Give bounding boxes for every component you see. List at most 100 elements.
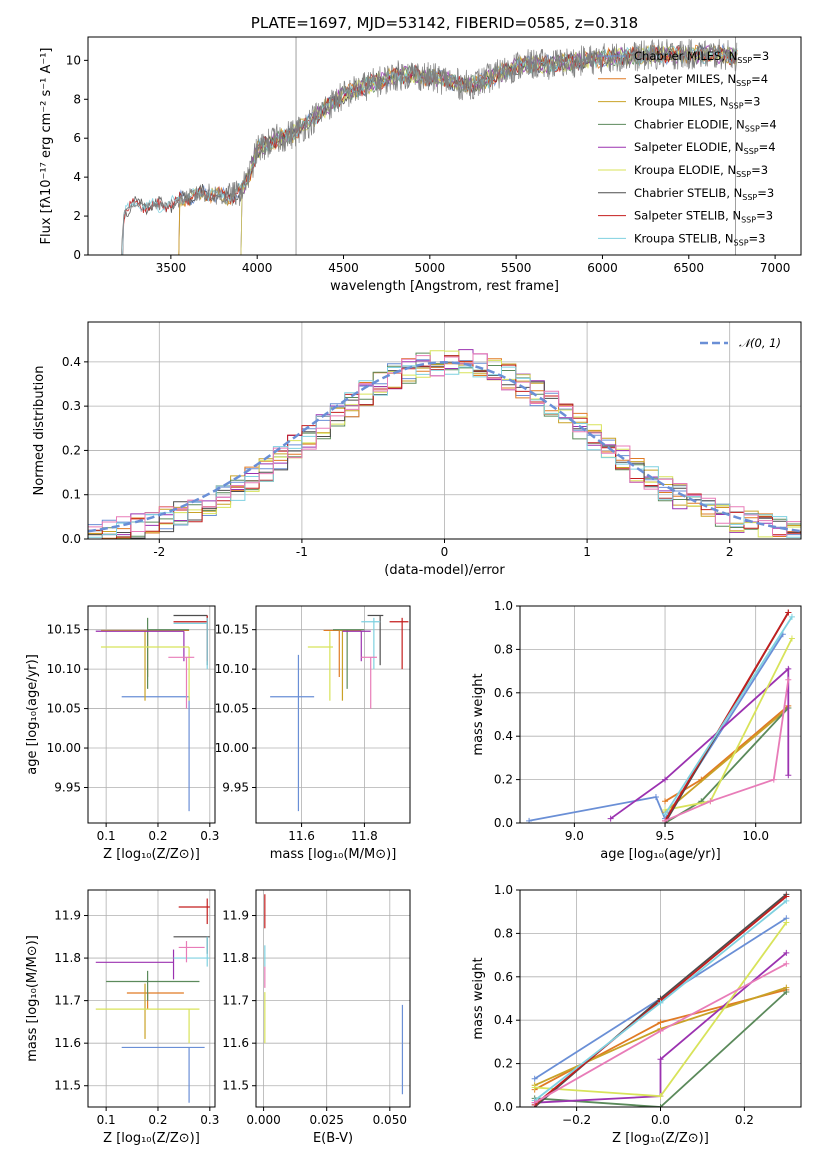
legend-label: 𝒩(0, 1) bbox=[739, 336, 781, 350]
y-tick-label: 11.5 bbox=[54, 1079, 81, 1093]
x-tick-label: −0.2 bbox=[562, 1113, 591, 1127]
y-tick-label: 0.2 bbox=[494, 773, 513, 787]
x-tick-label: 0.2 bbox=[148, 1113, 167, 1127]
series-marker bbox=[785, 609, 792, 616]
axes-frame bbox=[519, 605, 802, 824]
legend-subscript: SSP bbox=[744, 147, 759, 156]
legend-text: Chabrier ELODIE, N bbox=[634, 117, 745, 131]
y-tick-label: 0.4 bbox=[494, 729, 513, 743]
x-tick-label: 3500 bbox=[156, 261, 187, 275]
series-marker bbox=[788, 635, 795, 642]
age_vs_Z-panel: 0.1 0.2 0.3 9.95 10.00 10.05 10.10 10.15 Z [log₁… bbox=[25, 605, 219, 862]
y-tick-label: 10.15 bbox=[215, 623, 249, 637]
y-tick-label: 0.6 bbox=[494, 686, 513, 700]
legend-text: Kroupa MILES, N bbox=[634, 95, 729, 109]
legend-suffix: =4 bbox=[751, 72, 768, 86]
legend-subscript: SSP bbox=[736, 170, 751, 179]
series-marker bbox=[531, 1099, 538, 1106]
y-tick-label: 11.6 bbox=[54, 1036, 81, 1050]
series-marker bbox=[657, 1093, 664, 1100]
legend-text: Salpeter STELIB, N bbox=[634, 209, 741, 223]
y-tick-label: 11.7 bbox=[222, 994, 249, 1008]
series-marker bbox=[662, 798, 669, 805]
x-tick-label: 0.2 bbox=[148, 829, 167, 843]
series-marker bbox=[785, 676, 792, 683]
y-axis-label: age [log₁₀(age/yr)] bbox=[25, 654, 40, 775]
mass_vs_ebv-plot-area bbox=[264, 894, 404, 1095]
y-tick-label: 1.0 bbox=[494, 883, 513, 897]
axes-frame bbox=[87, 605, 216, 824]
y-tick-label: 0.2 bbox=[62, 443, 81, 457]
residuals-panel: -2 -1 0 1 2 0.0 0.1 0.2 0.3 0.4 (data-model)/error… bbox=[32, 321, 802, 578]
y-tick-label: 0.4 bbox=[62, 355, 81, 369]
x-axis-label: age [log₁₀(age/yr)] bbox=[600, 847, 721, 862]
x-tick-label: 6000 bbox=[587, 261, 618, 275]
y-tick-label: 11.8 bbox=[54, 951, 81, 965]
age_vs_mass-plot-area bbox=[270, 614, 409, 812]
series-line bbox=[610, 666, 790, 820]
legend-text: Salpeter MILES, N bbox=[634, 72, 736, 86]
legend-subscript: SSP bbox=[741, 216, 756, 225]
legend-label: Kroupa MILES, NSSP=3 bbox=[634, 95, 760, 111]
x-tick-label: 0.1 bbox=[97, 829, 116, 843]
series-marker bbox=[783, 919, 790, 926]
series-marker bbox=[707, 798, 714, 805]
x-axis-label: wavelength [Angstrom, rest frame] bbox=[330, 279, 559, 294]
legend-subscript: SSP bbox=[742, 193, 757, 202]
legend-suffix: =3 bbox=[744, 95, 761, 109]
y-tick-label: 0.4 bbox=[494, 1013, 513, 1027]
series-marker bbox=[657, 1028, 664, 1035]
mass_vs_ebv-panel: 0.000 0.025 0.050 11.5 11.6 11.7 11.8 11.9 E(B-V… bbox=[222, 889, 411, 1146]
legend-suffix: =3 bbox=[752, 49, 769, 63]
legend-subscript: SSP bbox=[729, 102, 744, 111]
series-line bbox=[664, 616, 793, 815]
x-tick-label: 0.025 bbox=[310, 1113, 344, 1127]
axes-frame bbox=[255, 889, 411, 1108]
series-marker bbox=[607, 815, 614, 822]
series-marker bbox=[785, 772, 792, 779]
y-tick-label: 1.0 bbox=[494, 599, 513, 613]
x-tick-label: 0.0 bbox=[651, 1113, 670, 1127]
y-tick-label: 11.5 bbox=[222, 1079, 249, 1093]
y-axis-label: mass weight bbox=[471, 957, 486, 1039]
mass_weight_vs_Z-plot-area bbox=[531, 891, 790, 1107]
series-marker bbox=[783, 949, 790, 956]
y-tick-label: 11.9 bbox=[222, 909, 249, 923]
y-axis-label: mass [log₁₀(M/M⊙)] bbox=[25, 935, 40, 1062]
y-tick-label: 11.6 bbox=[222, 1036, 249, 1050]
y-tick-label: 10.05 bbox=[215, 702, 249, 716]
spectrum-plot-area bbox=[119, 37, 738, 255]
x-tick-label: 0.1 bbox=[97, 1113, 116, 1127]
y-tick-label: 0.0 bbox=[62, 532, 81, 546]
legend-suffix: =3 bbox=[751, 163, 768, 177]
legend-label: Kroupa ELODIE, NSSP=3 bbox=[634, 163, 768, 179]
series-marker bbox=[657, 999, 664, 1006]
axes-frame bbox=[87, 36, 802, 256]
y-tick-label: 11.8 bbox=[222, 951, 249, 965]
y-tick-label: 9.95 bbox=[222, 780, 249, 794]
x-tick-label: -1 bbox=[296, 545, 308, 559]
axes-frame bbox=[87, 889, 216, 1108]
mass_vs_Z-panel: 0.1 0.2 0.3 11.5 11.6 11.7 11.8 11.9 Z [log₁₀(Z/… bbox=[25, 889, 219, 1146]
y-tick-label: 0.3 bbox=[62, 399, 81, 413]
y-tick-label: 6 bbox=[73, 131, 81, 145]
mass_weight_vs_age-plot-area bbox=[526, 609, 795, 823]
y-tick-label: 10.10 bbox=[215, 662, 249, 676]
legend-label: Kroupa STELIB, NSSP=3 bbox=[634, 231, 765, 247]
x-tick-label: 11.8 bbox=[351, 829, 378, 843]
legend-label: Salpeter ELODIE, NSSP=4 bbox=[634, 140, 776, 156]
y-tick-label: 9.95 bbox=[54, 780, 81, 794]
series-marker bbox=[657, 1056, 664, 1063]
series-marker bbox=[662, 776, 669, 783]
y-tick-label: 0.8 bbox=[494, 926, 513, 940]
series-marker bbox=[783, 960, 790, 967]
legend-subscript: SSP bbox=[736, 79, 751, 88]
series-marker bbox=[785, 665, 792, 672]
x-tick-label: 0 bbox=[441, 545, 449, 559]
spectrum-panel: 3500 4000 4500 5000 5500 6000 6500 7000 0 2 4 6 8 10 w… bbox=[39, 36, 802, 294]
x-tick-label: 11.6 bbox=[288, 829, 315, 843]
y-tick-label: 0.8 bbox=[494, 642, 513, 656]
mass_weight_vs_age-panel: 9.0 9.5 10.0 0.0 0.2 0.4 0.6 0.8 1.0 age [log₁₀(a… bbox=[471, 599, 802, 862]
series-marker bbox=[657, 1019, 664, 1026]
